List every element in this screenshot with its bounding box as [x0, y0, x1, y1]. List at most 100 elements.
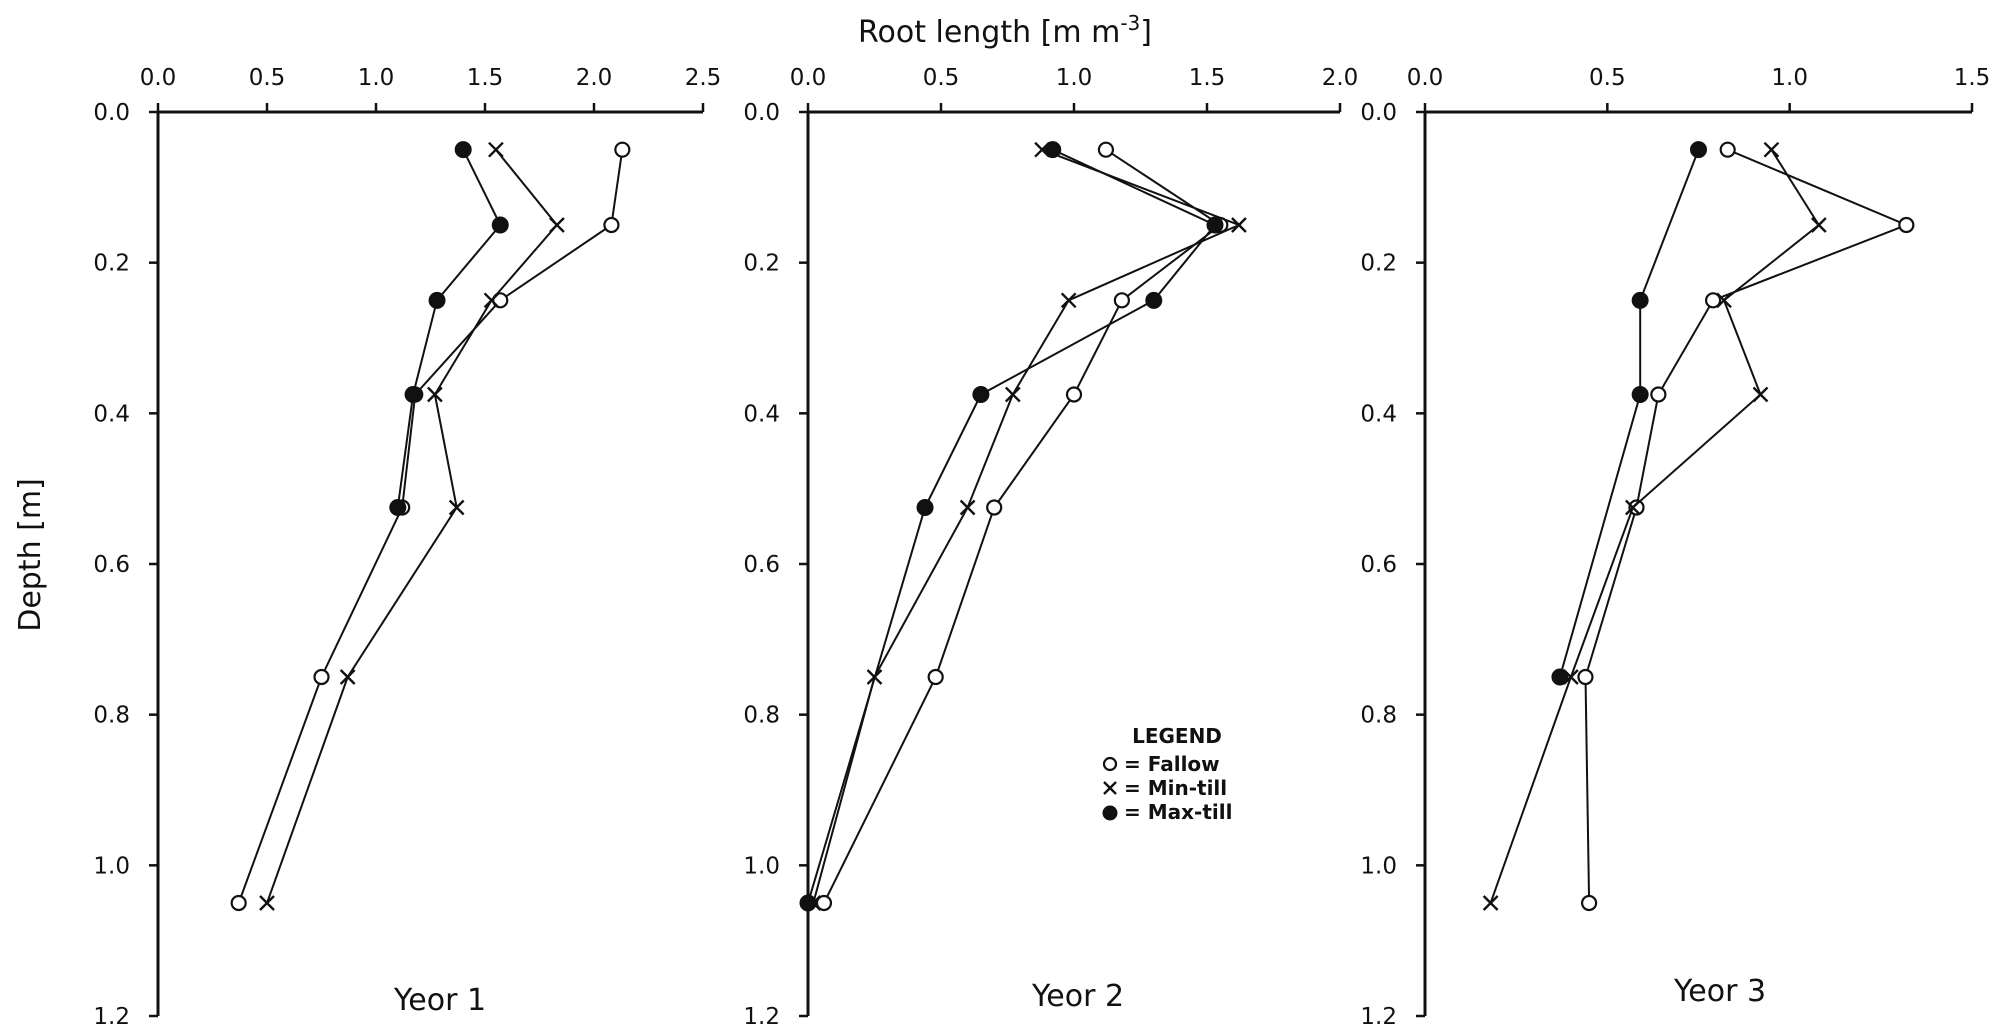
data-point-max-till — [428, 291, 446, 309]
data-point-min-till — [1482, 895, 1499, 911]
data-point-fallow — [492, 292, 509, 309]
series-line-fallow — [1584, 148, 1910, 904]
data-point-fallow — [230, 894, 247, 912]
data-point-min-till — [1752, 386, 1769, 403]
data-point-fallow — [1650, 386, 1667, 403]
data-point-fallow — [1898, 216, 1915, 234]
series-fallow — [1577, 141, 1915, 912]
series-line-max-till — [396, 149, 502, 508]
chart-panel-3: 0.0 0.5 1.0 1.5 0.0 0.2 0.4 0.6 0.8 1.0 1.2 Yeor 3 — [1360, 65, 1990, 1030]
legend-filled-circle-marker — [1102, 805, 1118, 821]
y-tick-label: 0.4 — [1360, 401, 1397, 427]
y-tick-label: 1.2 — [93, 1004, 130, 1030]
y-tick-label: 0.6 — [743, 552, 780, 578]
data-point-min-till — [259, 895, 275, 911]
series-max-till — [389, 141, 509, 516]
y-tick-label: 0.2 — [93, 251, 130, 277]
data-point-min-till — [1763, 141, 1780, 158]
legend-label-max-till: = Max-till — [1124, 800, 1232, 824]
data-point-min-till — [959, 499, 976, 516]
legend-label-min-till: = Min-till — [1124, 776, 1227, 800]
data-point-max-till — [1044, 141, 1062, 159]
y-tick-label: 0.0 — [743, 100, 780, 126]
legend-entry-min-till: = Min-till — [1103, 776, 1227, 800]
x-tick-label: 2.0 — [576, 65, 613, 91]
series-line-max-till — [807, 148, 1217, 904]
left-axis-title: Depth [m] — [13, 478, 48, 632]
top-axis-title: Root length [m m-3] — [858, 11, 1152, 50]
chart-panel-1: 0.0 0.5 1.0 1.5 2.0 2.5 0.0 0.2 0.4 0.6 0.8 1.0 1.2 Y… — [93, 65, 721, 1030]
data-point-min-till — [427, 386, 443, 403]
data-point-max-till — [799, 894, 817, 912]
data-point-max-till — [454, 141, 472, 159]
x-tick-label: 1.0 — [1056, 65, 1093, 91]
data-point-max-till — [1631, 291, 1649, 309]
panel-title: Yeor 2 — [1031, 979, 1124, 1014]
series-min-till — [1482, 141, 1827, 911]
x-tick-label: 1.5 — [467, 65, 504, 91]
x-tick-label: 0.0 — [1407, 65, 1444, 91]
data-point-max-till — [389, 499, 407, 516]
legend-open-circle-marker — [1102, 756, 1118, 772]
data-point-fallow — [603, 216, 620, 234]
panel-title: Yeor 3 — [1673, 974, 1766, 1009]
data-point-min-till — [339, 669, 356, 685]
y-tick-label: 0.4 — [93, 401, 130, 427]
data-point-min-till — [488, 141, 504, 158]
x-tick-label: 1.0 — [358, 65, 395, 91]
y-tick-label: 1.2 — [1360, 1004, 1397, 1030]
y-tick-label: 0.8 — [1360, 703, 1397, 729]
panel-title: Yeor 1 — [393, 983, 486, 1018]
data-point-fallow — [313, 668, 330, 686]
data-point-min-till — [483, 292, 500, 309]
legend: LEGEND = Fallow = Min-till = Max-till — [1102, 724, 1232, 824]
data-point-fallow — [1577, 668, 1594, 686]
data-point-min-till — [1231, 217, 1247, 233]
data-point-fallow — [1097, 141, 1115, 158]
data-point-max-till — [1145, 291, 1163, 309]
x-tick-label: 2.0 — [1322, 65, 1359, 91]
data-point-min-till — [1060, 292, 1077, 309]
chart-panels: 0.0 0.5 1.0 1.5 2.0 2.5 0.0 0.2 0.4 0.6 0.8 1.0 1.2 Y… — [93, 65, 1990, 1030]
y-tick-label: 0.4 — [743, 401, 780, 427]
data-point-min-till — [1625, 499, 1641, 516]
y-tick-label: 0.8 — [93, 703, 130, 729]
data-point-max-till — [1551, 668, 1569, 686]
data-point-fallow — [1704, 292, 1722, 309]
y-tick-label: 0.0 — [1360, 100, 1397, 126]
legend-entry-max-till: = Max-till — [1102, 800, 1232, 824]
data-point-min-till — [1004, 386, 1021, 403]
data-point-max-till — [404, 386, 422, 403]
data-point-min-till — [1716, 292, 1732, 309]
series-max-till — [799, 141, 1224, 912]
data-point-fallow — [1065, 386, 1083, 403]
data-point-max-till — [1690, 141, 1707, 159]
y-tick-label: 0.2 — [743, 251, 780, 277]
x-tick-label: 1.5 — [1954, 65, 1991, 91]
x-tick-label: 0.5 — [249, 65, 286, 91]
y-tick-label: 0.8 — [743, 703, 780, 729]
x-tick-label: 1.5 — [1189, 65, 1226, 91]
x-tick-label: 0.0 — [140, 65, 177, 91]
data-point-max-till — [916, 499, 934, 516]
legend-title: LEGEND — [1132, 724, 1222, 748]
y-tick-label: 1.0 — [1360, 853, 1397, 879]
series-fallow — [230, 141, 631, 912]
data-point-max-till — [1631, 386, 1649, 403]
data-point-max-till — [491, 216, 509, 234]
series-line-max-till — [1558, 149, 1700, 678]
data-point-min-till — [448, 499, 465, 516]
series-line-fallow — [237, 149, 624, 904]
data-point-fallow — [986, 499, 1003, 516]
data-point-fallow — [1580, 894, 1598, 912]
legend-label-fallow: = Fallow — [1124, 752, 1220, 776]
data-point-fallow — [1719, 141, 1736, 158]
data-point-fallow — [927, 668, 944, 686]
y-tick-label: 0.6 — [1360, 552, 1397, 578]
x-tick-label: 2.5 — [685, 65, 722, 91]
legend-cross-marker — [1103, 781, 1117, 795]
y-tick-label: 1.0 — [743, 853, 780, 879]
data-point-min-till — [1810, 217, 1827, 233]
data-point-fallow — [614, 141, 631, 158]
